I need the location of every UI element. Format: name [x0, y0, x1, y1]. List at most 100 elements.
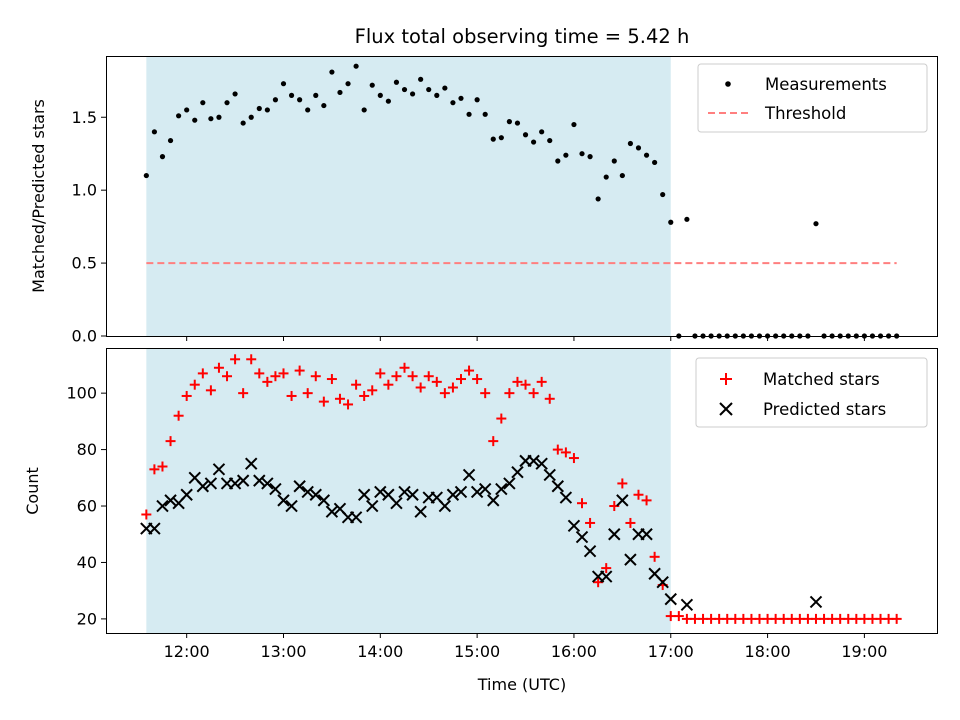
measurement-point	[369, 82, 375, 88]
predicted-star-point	[212, 463, 226, 476]
measurement-point	[401, 86, 408, 93]
measurement-point	[531, 139, 537, 145]
predicted-star-point	[575, 530, 589, 544]
legend-predicted-label: Predicted stars	[763, 400, 886, 419]
predicted-star-point	[325, 505, 339, 518]
predicted-star-point	[236, 474, 250, 487]
x-tick-label: 12:00	[164, 642, 210, 661]
matched-star-point	[520, 379, 531, 390]
matched-star-point	[633, 489, 644, 500]
bottom-axes-frame	[106, 348, 938, 634]
measurement-point	[216, 114, 222, 120]
measurement-point	[498, 135, 504, 141]
matched-star-point	[560, 447, 571, 458]
matched-star-point	[407, 371, 418, 382]
top-y-axis-label: Matched/Predicted stars	[29, 99, 48, 293]
measurement-point	[595, 196, 601, 202]
matched-stars-points	[141, 354, 902, 624]
predicted-star-point	[495, 482, 508, 496]
measurement-point	[200, 100, 206, 106]
matched-star-point	[149, 464, 160, 475]
predicted-star-point	[357, 488, 371, 501]
matched-star-point	[577, 498, 588, 509]
predicted-star-point	[462, 468, 476, 482]
matched-star-point	[294, 365, 305, 376]
measurement-point	[409, 91, 416, 97]
predicted-star-point	[317, 494, 331, 507]
measurement-point	[813, 221, 819, 227]
matched-star-point	[673, 611, 684, 622]
top-y-tick-label: 0.0	[72, 327, 97, 346]
matched-star-point	[262, 376, 273, 387]
measurement-point	[547, 137, 553, 144]
matched-star-point	[415, 382, 426, 393]
matched-star-point	[480, 388, 491, 399]
matched-star-point	[423, 371, 434, 382]
matched-star-point	[310, 371, 321, 382]
predicted-star-point	[414, 505, 427, 518]
top-legend: Measurements Threshold	[697, 63, 928, 133]
measurement-point	[587, 154, 593, 160]
predicted-star-point	[301, 485, 314, 499]
bottom-x-axis: 12:00 13:00 14:00 15:00 16:00 17:00 18:00 19:00	[164, 633, 887, 661]
measurement-point	[192, 117, 198, 123]
measurement-point	[668, 219, 674, 225]
matched-star-point	[383, 379, 394, 390]
bottom-y-axis-label: Count	[23, 467, 42, 515]
matched-star-point	[222, 371, 233, 382]
matched-star-point	[455, 374, 466, 385]
matched-star-point	[326, 374, 337, 385]
measurement-point	[458, 95, 464, 101]
matched-star-point	[351, 379, 362, 390]
matched-star-point	[568, 453, 579, 464]
x-tick-label: 15:00	[454, 642, 500, 661]
measurement-point	[442, 85, 448, 91]
measurement-point	[579, 151, 585, 157]
measurement-point	[393, 79, 400, 85]
measurement-point	[603, 174, 609, 180]
measurement-point	[418, 76, 424, 82]
top-panel: 0.0 0.5 1.0 1.5 Matched/Predicted stars Mea…	[29, 56, 938, 346]
measurement-point	[490, 136, 496, 142]
measurement-point	[474, 97, 480, 103]
matched-star-point	[641, 495, 652, 506]
matched-star-point	[205, 385, 216, 396]
bottom-y-tick-label: 80	[77, 440, 97, 459]
predicted-star-point	[559, 491, 573, 504]
predicted-star-point	[640, 528, 653, 541]
predicted-star-point	[245, 457, 258, 470]
matched-star-point	[189, 379, 200, 390]
measurement-point	[321, 102, 327, 109]
predicted-star-point	[277, 494, 290, 507]
bottom-y-tick-label: 60	[77, 497, 97, 516]
predicted-star-point	[253, 474, 266, 487]
predicted-star-point	[543, 468, 556, 482]
measurement-point	[297, 97, 303, 103]
predicted-star-point	[809, 595, 823, 609]
matched-star-point	[512, 376, 523, 387]
legend-matched-marker	[720, 373, 732, 385]
matched-star-point	[447, 382, 458, 393]
matched-star-point	[544, 393, 555, 404]
measurement-point	[506, 119, 512, 125]
matched-star-point	[270, 371, 281, 382]
predicted-star-point	[608, 528, 621, 541]
measurement-point	[256, 105, 262, 112]
measurement-point	[280, 81, 287, 87]
measurement-point	[248, 114, 254, 120]
predicted-star-point	[664, 592, 677, 606]
predicted-star-point	[269, 482, 282, 496]
top-y-axis: 0.0 0.5 1.0 1.5	[72, 108, 106, 346]
measurement-point	[353, 63, 359, 69]
x-tick-label: 17:00	[648, 642, 694, 661]
measurement-point	[143, 172, 149, 179]
measurement-point	[450, 100, 456, 106]
matched-star-point	[439, 388, 450, 399]
predicted-star-point	[583, 544, 597, 558]
predicted-star-point	[374, 485, 387, 499]
measurement-point	[264, 107, 270, 113]
bottom-y-tick-label: 20	[77, 609, 97, 628]
measurement-point	[288, 92, 295, 98]
predicted-star-point	[398, 485, 411, 499]
matched-star-point	[141, 509, 152, 520]
